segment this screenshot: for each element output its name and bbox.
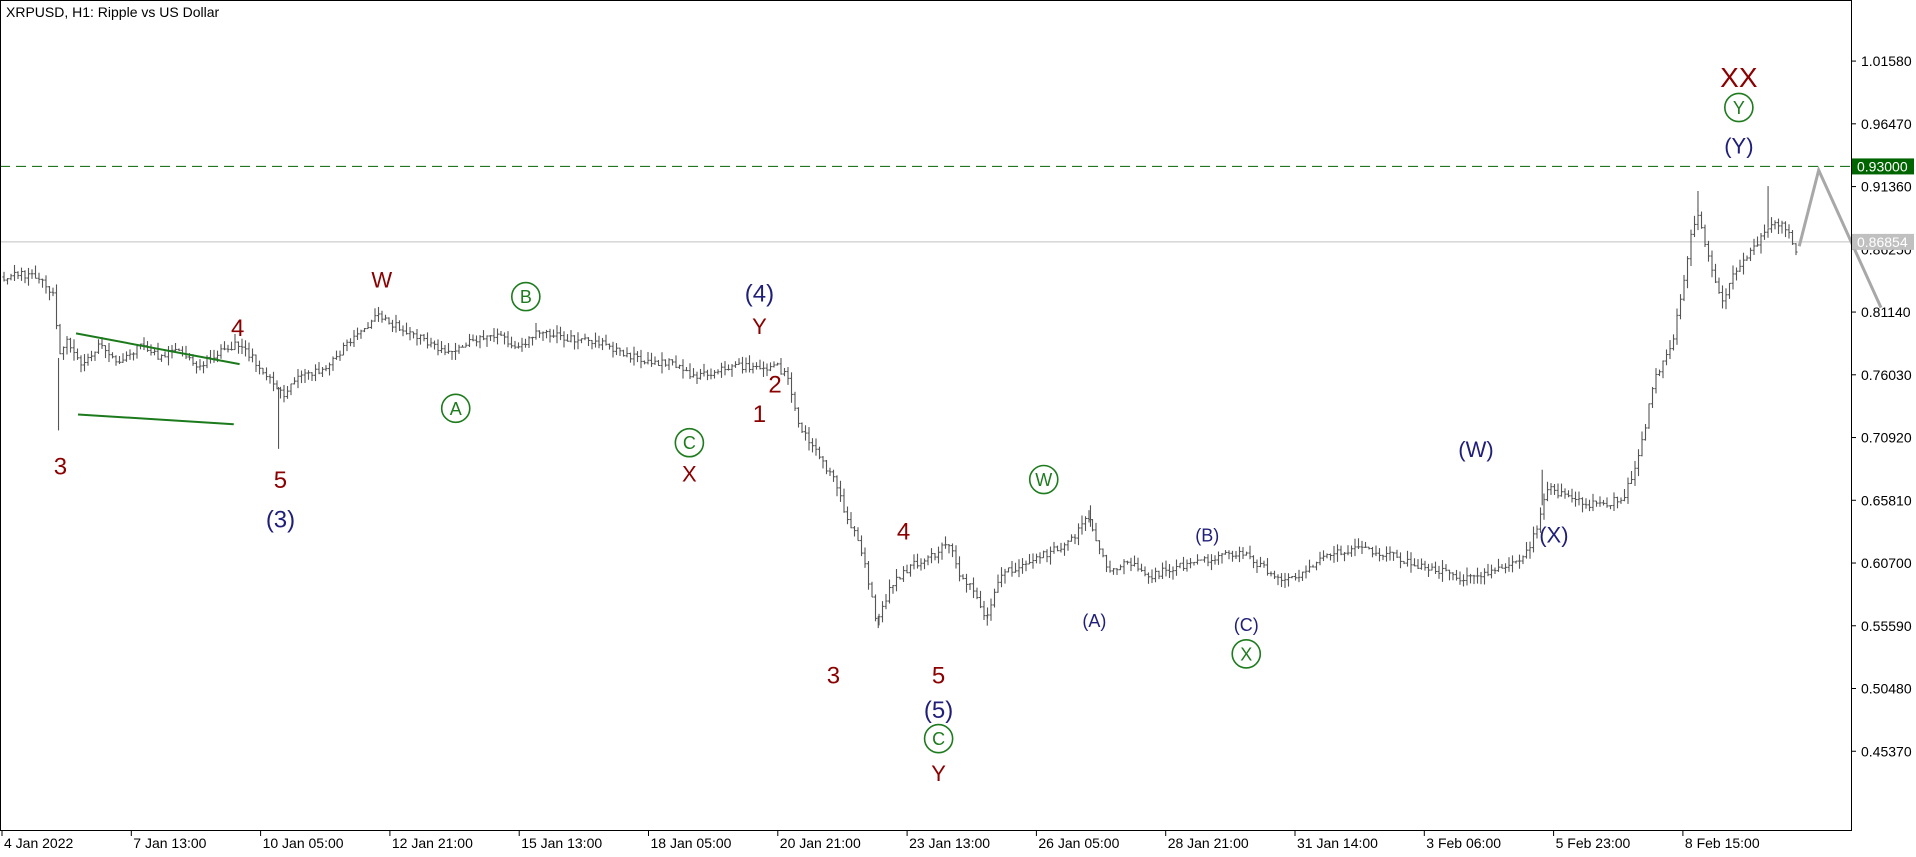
x-tick-label: 5 Feb 23:00: [1556, 835, 1631, 851]
wave-label-circle: [923, 723, 954, 754]
wave-label-circle: [1724, 92, 1754, 123]
wave-label: (W): [1458, 437, 1493, 462]
x-tick-label: 10 Jan 05:00: [263, 835, 344, 851]
plot-frame: [0, 0, 1852, 831]
wave-label: Y: [752, 314, 767, 339]
wave-label: B: [520, 287, 532, 307]
wave-label: (C): [1234, 615, 1259, 635]
y-tick-label: 0.60700: [1861, 555, 1912, 571]
y-tick-label: 0.70920: [1861, 430, 1912, 446]
y-tick-label: 0.65810: [1861, 492, 1912, 508]
y-tick-label: 0.50480: [1861, 681, 1912, 697]
wave-label: (3): [266, 506, 295, 533]
target-price-tag-label: 0.93000: [1857, 158, 1908, 174]
x-tick-label: 15 Jan 13:00: [521, 835, 602, 851]
wave-label-circle: [440, 393, 471, 424]
x-tick-label: 20 Jan 21:00: [780, 835, 861, 851]
triangle-line-lower: [77, 413, 234, 426]
wave-label-circle: [1028, 464, 1059, 495]
wave-label: Y: [931, 761, 946, 786]
x-tick-label: 26 Jan 05:00: [1038, 835, 1119, 851]
wave-label: C: [932, 729, 945, 749]
target-price-tag: [1852, 158, 1914, 175]
y-tick-label: 0.81140: [1861, 304, 1911, 320]
y-tick-label: 0.91360: [1861, 179, 1912, 195]
wave-label: (A): [1082, 611, 1106, 631]
wave-label: 1: [753, 401, 766, 428]
wave-label: 3: [54, 454, 67, 481]
wave-label: 5: [274, 467, 287, 494]
wave-label: X: [682, 461, 697, 486]
wave-label: C: [683, 433, 696, 453]
y-tick-label: 0.55590: [1861, 618, 1912, 634]
wave-label-circle: [674, 427, 705, 458]
y-tick-label: 0.96470: [1861, 116, 1912, 132]
wave-label: (Y): [1724, 133, 1753, 158]
wave-label: W: [371, 267, 392, 292]
wave-label: (4): [745, 281, 774, 308]
wave-label-circle: [510, 281, 541, 312]
y-tick-label: 0.45370: [1861, 743, 1912, 759]
wave-label: 4: [231, 315, 244, 342]
x-tick-label: 18 Jan 05:00: [651, 835, 732, 851]
y-tick-label: 1.01580: [1861, 53, 1912, 69]
wave-label: X: [1240, 644, 1252, 664]
wave-label: 3: [827, 662, 840, 689]
wave-label-circle: [1231, 639, 1262, 669]
x-tick-label: 12 Jan 21:00: [392, 835, 473, 851]
x-tick-label: 7 Jan 13:00: [133, 835, 206, 851]
x-tick-label: 4 Jan 2022: [4, 835, 73, 851]
wave-label: 4: [897, 519, 910, 546]
x-tick-label: 3 Feb 06:00: [1426, 835, 1501, 851]
x-tick-label: 28 Jan 21:00: [1168, 835, 1249, 851]
current-price-tag-label: 0.86854: [1857, 234, 1908, 250]
wave-label: Y: [1733, 98, 1745, 118]
wave-label: 2: [768, 371, 781, 398]
wave-label: A: [450, 399, 462, 419]
wave-label: (B): [1195, 525, 1219, 545]
forecast-path: [1797, 165, 1883, 309]
y-tick-label: 0.76030: [1861, 367, 1912, 383]
x-tick-label: 23 Jan 13:00: [909, 835, 990, 851]
triangle-line-upper: [75, 332, 240, 366]
x-tick-label: 31 Jan 14:00: [1297, 835, 1378, 851]
chart-title: XRPUSD, H1: Ripple vs US Dollar: [6, 4, 220, 20]
current-price-tag: [1852, 233, 1914, 250]
wave-label: (5): [924, 697, 953, 724]
wave-label: W: [1035, 470, 1052, 490]
wave-label: (X): [1539, 523, 1568, 548]
wave-label: 5: [932, 662, 945, 689]
x-tick-label: 8 Feb 15:00: [1685, 835, 1760, 851]
wave-label: XX: [1720, 62, 1758, 93]
